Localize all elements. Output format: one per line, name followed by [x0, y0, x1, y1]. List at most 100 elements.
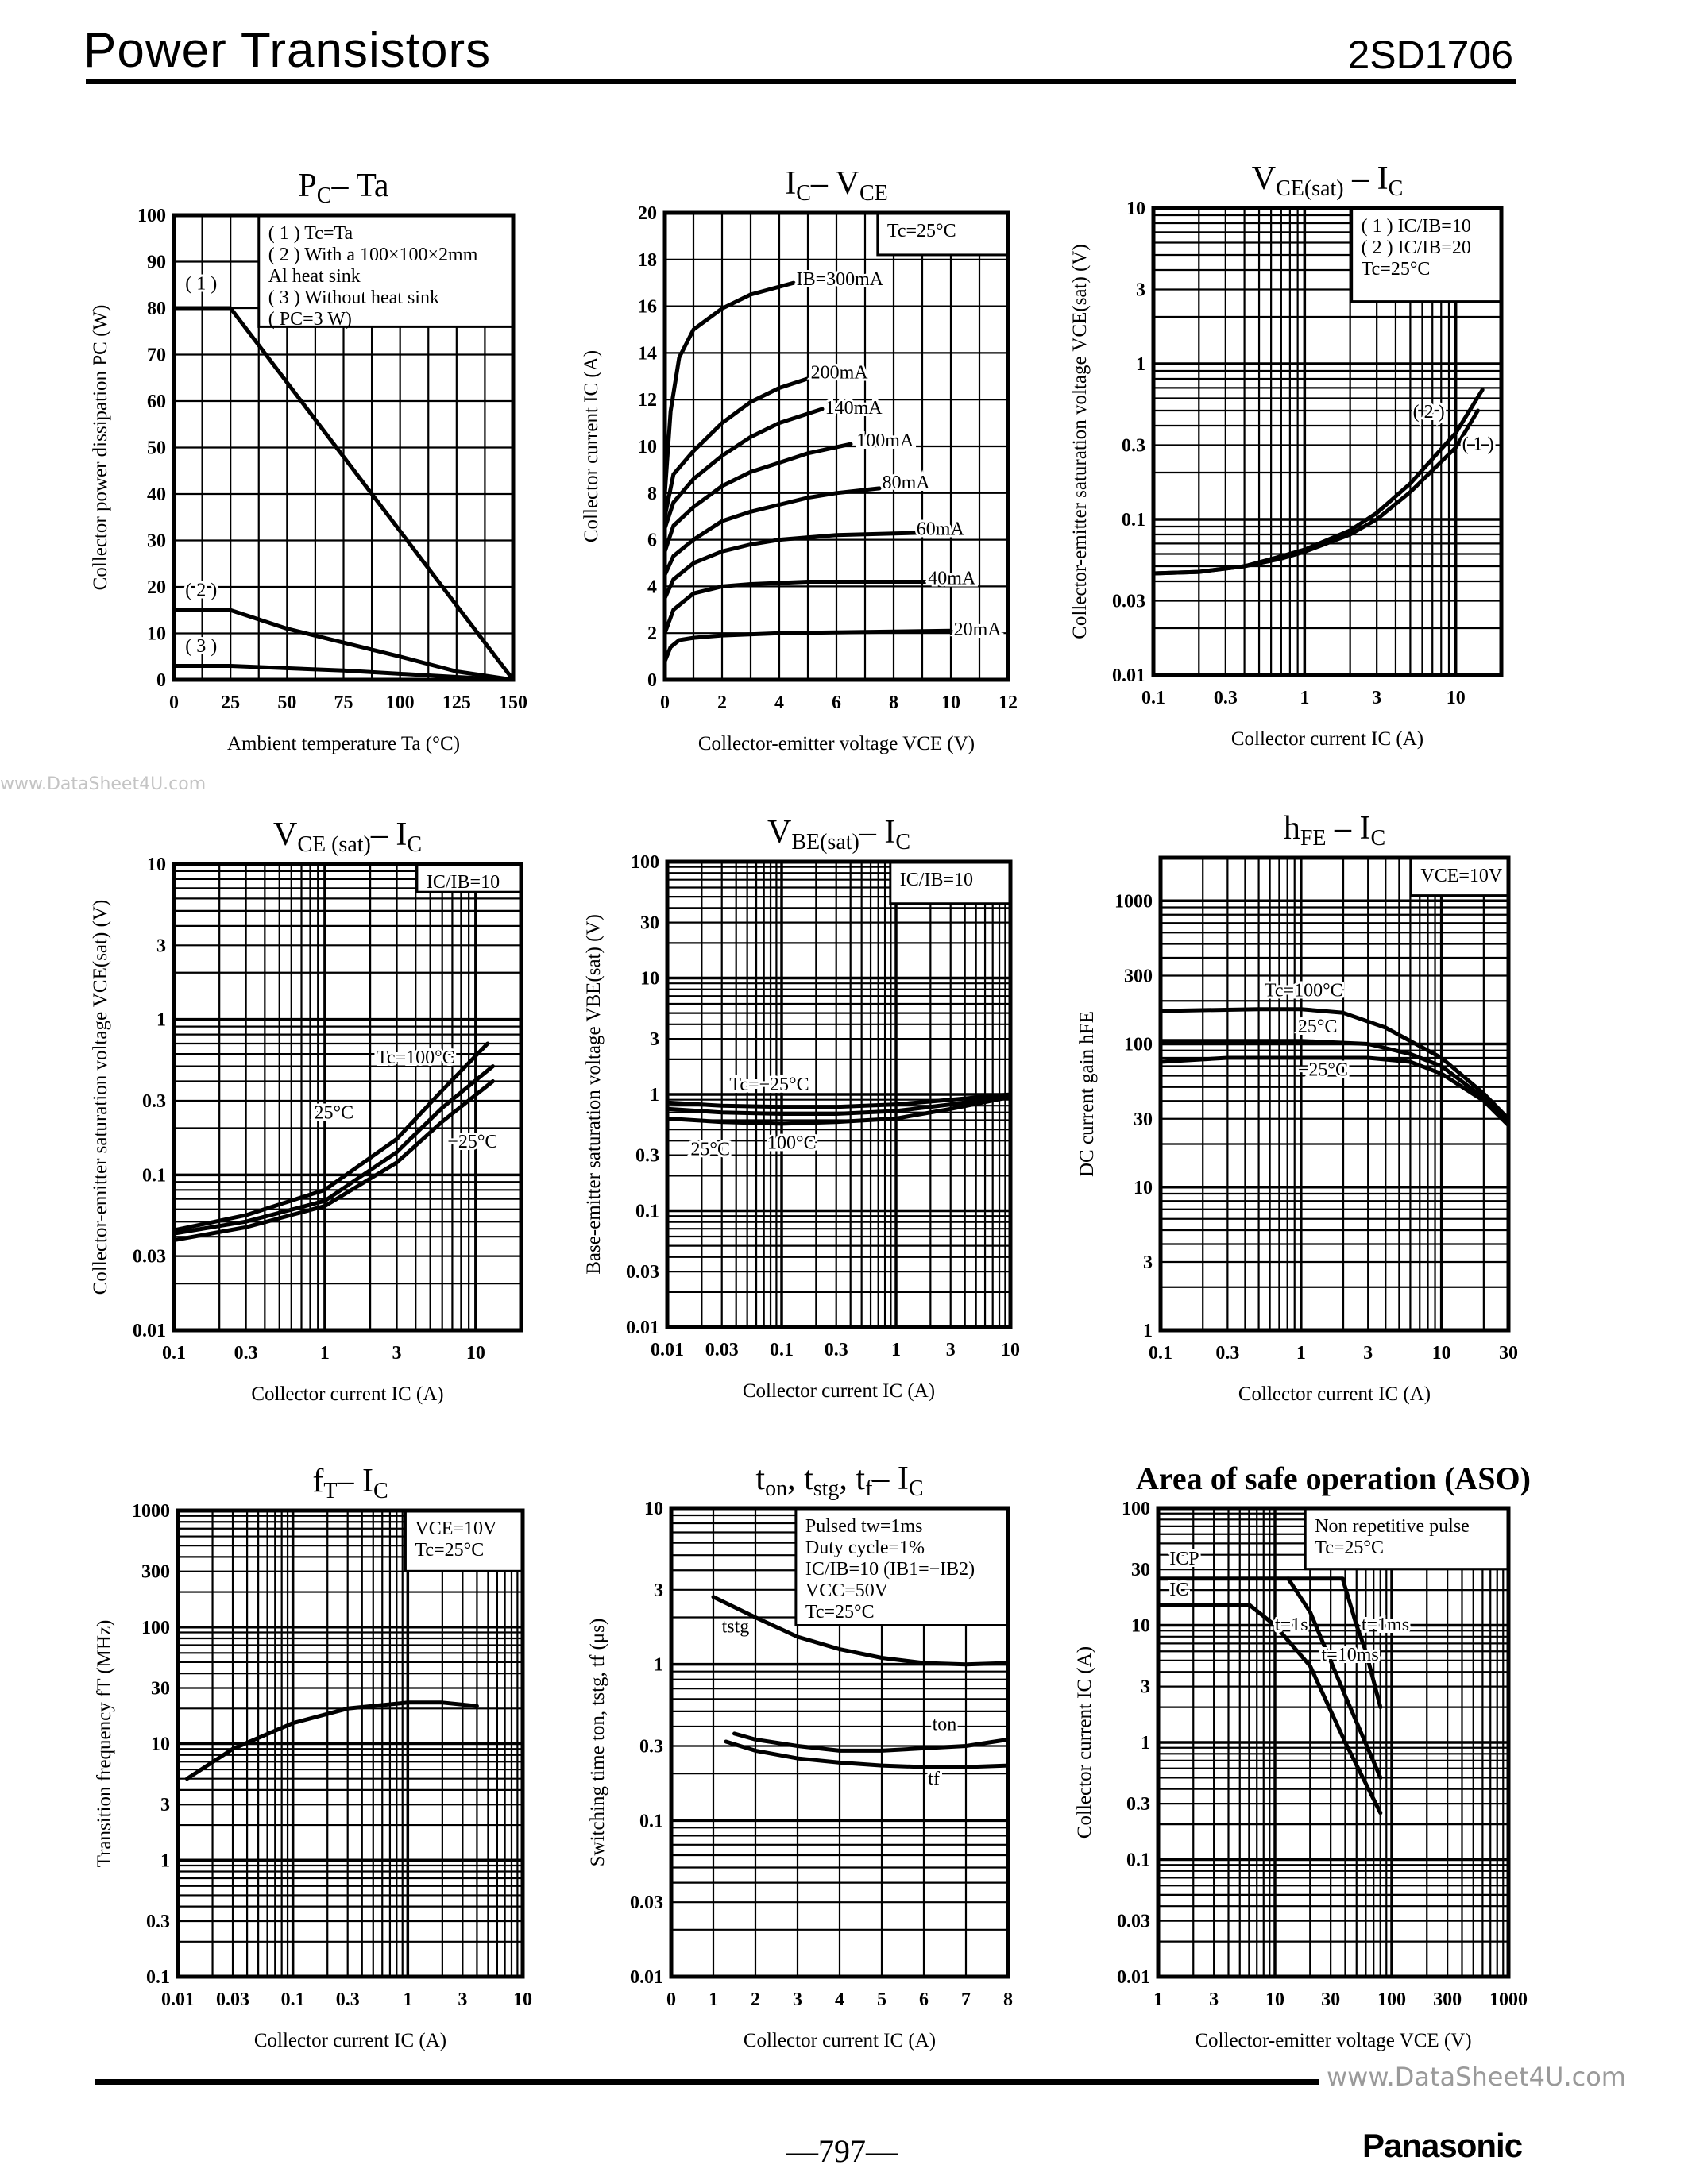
x-tick-label: 3: [1363, 1343, 1373, 1364]
series-line: [662, 280, 796, 496]
y-tick-label: 0.3: [1122, 435, 1145, 456]
x-tick-label: 1: [403, 1989, 412, 2010]
x-tick-label: 0.3: [234, 1343, 258, 1364]
y-tick-label: 70: [147, 345, 166, 366]
y-tick-label: 0.01: [1112, 666, 1145, 686]
curve-label: t=1ms: [1362, 1615, 1409, 1635]
legend-text: Duty cycle=1%: [805, 1538, 925, 1558]
y-tick-label: 0.01: [133, 1321, 166, 1341]
x-tick-label: 75: [334, 693, 353, 713]
x-tick-label: 6: [832, 693, 841, 713]
plot-frame: [172, 862, 523, 1333]
legend-text: Tc=25°C: [415, 1540, 484, 1561]
curve-label: 60mA: [917, 519, 965, 540]
curve-label: ton: [933, 1714, 957, 1734]
series-line: [1158, 1007, 1511, 1121]
x-tick-label: 0.01: [651, 1340, 684, 1360]
x-axis-label: Collector current IC (A): [251, 1383, 443, 1405]
y-tick-label: 10: [147, 624, 166, 645]
y-tick-label: 3: [156, 936, 166, 956]
x-tick-label: 0.1: [1149, 1343, 1172, 1364]
header-rule: [86, 79, 1516, 84]
x-tick-label: 0.3: [825, 1340, 848, 1360]
y-tick-label: 0.3: [635, 1146, 659, 1167]
series-line: [662, 376, 810, 519]
y-tick-label: 1: [156, 1010, 166, 1031]
x-tick-label: 1000: [1489, 1989, 1528, 2010]
legend-text: ( PC=3 W): [268, 309, 352, 330]
y-tick-label: 0.03: [1112, 591, 1145, 612]
x-tick-label: 5: [877, 1989, 886, 2010]
series-line: [662, 442, 853, 554]
legend-text: IC/IB=10 (IB1=−IB2): [805, 1559, 975, 1580]
y-tick-label: 0.3: [1126, 1794, 1150, 1815]
curve-label: tstg: [722, 1617, 750, 1638]
y-tick-label: 1: [160, 1850, 170, 1871]
y-tick-label: 1000: [132, 1501, 170, 1522]
series-line: [1158, 1055, 1511, 1128]
y-tick-label: 4: [647, 577, 657, 597]
x-tick-label: 1: [320, 1343, 330, 1364]
curve-label: Tc=−25°C: [729, 1075, 809, 1095]
legend-box: [415, 862, 523, 893]
curve-label: IB=300mA: [797, 269, 884, 290]
x-tick-label: 0.1: [770, 1340, 794, 1360]
chart-title: hFE​ – IC​: [1284, 810, 1385, 851]
x-tick-label: 100: [1377, 1989, 1406, 2010]
x-tick-label: 0.01: [161, 1989, 195, 2010]
x-tick-label: 100: [386, 693, 415, 713]
plot-frame: [1156, 1506, 1511, 1979]
chart-title: ton​, tstg​, tf​– IC​: [755, 1461, 923, 1501]
legend-box: [404, 1509, 524, 1572]
curve-label: ( 1 ): [1462, 434, 1494, 454]
x-tick-label: 0.1: [281, 1989, 305, 2010]
series-line: [665, 1092, 1013, 1109]
y-tick-label: 3: [1136, 280, 1145, 300]
x-tick-label: 50: [277, 693, 296, 713]
chart-1: Tc=25°CIB=300mA200mA140mA100mA80mA60mA40…: [581, 165, 1018, 754]
chart-title: PC​– Ta: [298, 168, 389, 208]
curve-label: 25°C: [1298, 1017, 1338, 1037]
curve-label: Tc=100°C: [377, 1048, 455, 1068]
chart-title: VCE(sat)​ – IC​: [1252, 160, 1404, 201]
x-axis-label: Collector current IC (A): [254, 2030, 446, 2051]
plot-frame: [662, 210, 1010, 682]
y-tick-label: 100: [1124, 1035, 1153, 1055]
x-tick-label: 0.3: [336, 1989, 360, 2010]
x-axis-label: Ambient temperature Ta (°C): [227, 733, 460, 754]
y-axis-label: Base-emitter saturation voltage VBE(sat)…: [583, 914, 605, 1275]
series-line: [665, 1094, 1013, 1126]
x-tick-label: 8: [889, 693, 898, 713]
x-tick-label: 4: [774, 693, 784, 713]
y-tick-label: 1: [1141, 1733, 1150, 1754]
page-number: —797—: [786, 2133, 898, 2169]
x-tick-label: 6: [919, 1989, 929, 2010]
footer-rule: [95, 2079, 1319, 2085]
curve-label: Tc=100°C: [1265, 981, 1343, 1001]
y-tick-label: 0.1: [1126, 1850, 1150, 1871]
y-tick-label: 300: [1124, 967, 1153, 987]
curve-label: 25°C: [690, 1140, 730, 1160]
x-tick-label: 0: [660, 693, 670, 713]
curve-label: tf: [928, 1769, 940, 1789]
y-tick-label: 0.01: [630, 1967, 663, 1988]
x-tick-label: 2: [717, 693, 727, 713]
y-tick-label: 10: [147, 855, 166, 875]
curve-label: ( 3 ): [185, 636, 217, 657]
x-tick-label: 125: [442, 693, 471, 713]
y-tick-label: 0.03: [630, 1893, 663, 1913]
y-tick-label: 18: [638, 250, 657, 271]
legend-text: ( 2 ) IC/IB=20: [1362, 237, 1471, 258]
legend-box: [794, 1507, 1010, 1626]
series-line: [172, 1041, 490, 1233]
y-tick-label: 0.01: [626, 1318, 659, 1338]
y-tick-label: 40: [147, 484, 166, 505]
x-tick-label: 1: [1153, 1989, 1163, 2010]
x-tick-label: 0.3: [1215, 1343, 1239, 1364]
x-tick-label: 8: [1003, 1989, 1013, 2010]
y-tick-label: 30: [147, 531, 166, 552]
